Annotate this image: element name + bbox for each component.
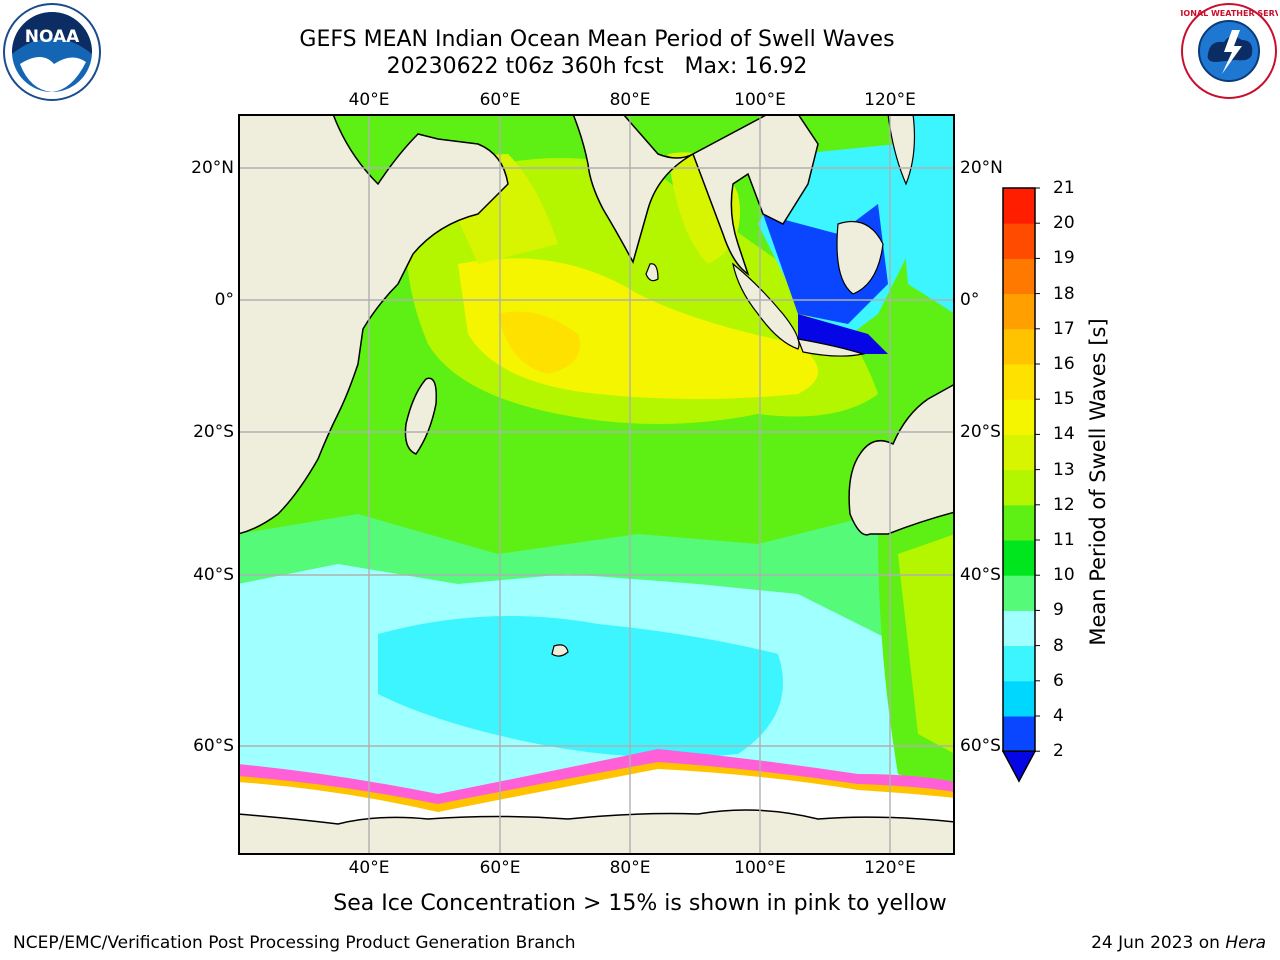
x-tick-top-80e: 80°E <box>609 90 651 110</box>
colorbar <box>1001 187 1040 783</box>
credit-text: NCEP/EMC/Verification Post Processing Pr… <box>13 933 576 953</box>
colorbar-label-8: 8 <box>1053 635 1064 656</box>
y-tick-left-20s: 20°S <box>193 422 234 442</box>
colorbar-label-19: 19 <box>1053 248 1075 269</box>
run-host: Hera <box>1225 933 1266 953</box>
field-band-cyan <box>378 616 783 758</box>
run-date: 24 Jun 2023 on Hera <box>1091 932 1266 954</box>
y-tick-right-0: 0° <box>960 290 980 310</box>
land-java <box>797 338 866 357</box>
x-tick-bottom-80e: 80°E <box>609 858 651 878</box>
land-indochina <box>692 115 819 276</box>
colorbar-segment-16-17 <box>1003 328 1035 365</box>
colorbar-label-18: 18 <box>1053 283 1075 304</box>
sea-ice-note: Sea Ice Concentration > 15% is shown in … <box>333 891 947 916</box>
x-tick-bottom-60e: 60°E <box>479 858 521 878</box>
x-tick-bottom-120e: 120°E <box>864 858 916 878</box>
y-tick-right-40s: 40°S <box>960 565 1001 585</box>
field-band-peak <box>498 311 580 374</box>
colorbar-label-4: 4 <box>1053 706 1064 726</box>
colorbar-label-2: 2 <box>1053 741 1064 762</box>
colorbar-label-20: 20 <box>1053 213 1075 234</box>
nws-logo-text: NATIONAL WEATHER SERVICE <box>1180 9 1278 18</box>
colorbar-segment-19-20 <box>1003 223 1035 259</box>
land-kerguelen <box>551 644 569 657</box>
noaa-logo: NOAA <box>3 3 101 101</box>
colorbar-segment-9-10 <box>1003 575 1035 611</box>
y-tick-left-60s: 60°S <box>193 736 234 756</box>
colorbar-segment-6-8 <box>1003 645 1035 682</box>
x-tick-bottom-100e: 100°E <box>734 858 786 878</box>
y-tick-left-20n: 20°N <box>191 158 234 178</box>
colorbar-label-10: 10 <box>1053 565 1075 586</box>
colorbar-segment-8-9 <box>1003 610 1035 647</box>
x-tick-top-100e: 100°E <box>734 90 786 110</box>
colorbar-segment-18-19 <box>1003 258 1035 295</box>
land-africa <box>239 115 509 535</box>
y-tick-right-20n: 20°N <box>960 158 1003 178</box>
land-borneo <box>836 220 884 295</box>
colorbar-label-15: 15 <box>1053 389 1075 410</box>
colorbar-label-6: 6 <box>1053 670 1064 691</box>
y-tick-right-60s: 60°S <box>960 736 1001 756</box>
nws-logo: NATIONAL WEATHER SERVICE <box>1180 3 1278 99</box>
colorbar-label-13: 13 <box>1053 459 1075 480</box>
land-australia <box>848 383 954 536</box>
colorbar-segment-14-15 <box>1003 399 1035 435</box>
y-tick-left-40s: 40°S <box>193 565 234 585</box>
x-tick-bottom-40e: 40°E <box>348 858 390 878</box>
run-date-text: 24 Jun 2023 on <box>1091 933 1220 953</box>
colorbar-extend-arrow <box>1001 750 1037 783</box>
colorbar-label-16: 16 <box>1053 354 1075 374</box>
map-title-line1: GEFS MEAN Indian Ocean Mean Period of Sw… <box>299 27 895 52</box>
colorbar-segment-20-21 <box>1003 188 1035 224</box>
colorbar-segment-13-14 <box>1003 434 1035 471</box>
x-tick-top-120e: 120°E <box>864 90 916 110</box>
colorbar-segment-11-12 <box>1003 504 1035 541</box>
land-antarctica <box>239 809 954 854</box>
land-india <box>572 115 694 265</box>
colorbar-label-12: 12 <box>1053 494 1075 515</box>
x-tick-top-40e: 40°E <box>348 90 390 110</box>
noaa-logo-text: NOAA <box>25 27 80 47</box>
colorbar-label-14: 14 <box>1053 424 1075 445</box>
map-title-line2: 20230622 t06z 360h fcst Max: 16.92 <box>386 54 808 79</box>
colorbar-title: Mean Period of Swell Waves [s] <box>1086 318 1110 646</box>
map-frame <box>238 114 955 855</box>
land-sri-lanka <box>645 263 659 282</box>
colorbar-label-17: 17 <box>1053 318 1075 339</box>
colorbar-segment-17-18 <box>1003 293 1035 330</box>
colorbar-segment-10-11 <box>1003 540 1035 576</box>
colorbar-label-9: 9 <box>1053 600 1064 621</box>
map-panel <box>238 114 955 855</box>
colorbar-label-21: 21 <box>1053 178 1075 198</box>
x-tick-top-60e: 60°E <box>479 90 521 110</box>
y-tick-right-20s: 20°S <box>960 422 1001 442</box>
colorbar-segment-4-6 <box>1003 680 1035 717</box>
colorbar-segment-2-4 <box>1003 716 1035 752</box>
colorbar-segment-12-13 <box>1003 469 1035 506</box>
field-band-east-yellow <box>898 534 954 754</box>
colorbar-label-11: 11 <box>1053 530 1075 550</box>
map-graticule <box>239 115 954 854</box>
land-philippines <box>887 115 916 186</box>
colorbar-segment-15-16 <box>1003 364 1035 400</box>
land-madagascar <box>404 377 438 455</box>
y-tick-left-0: 0° <box>214 290 234 310</box>
